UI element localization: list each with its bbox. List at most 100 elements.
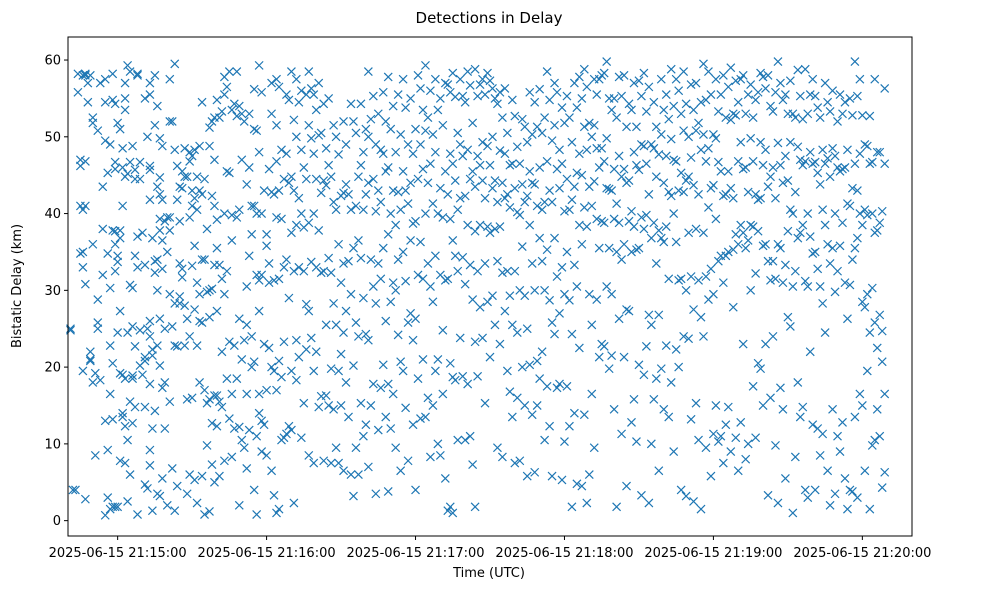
x-axis-label: Time (UTC) bbox=[452, 566, 525, 581]
detection-point bbox=[857, 220, 867, 230]
detection-point bbox=[249, 124, 259, 134]
detection-point bbox=[785, 137, 795, 147]
detection-point bbox=[150, 268, 160, 278]
detection-point bbox=[334, 366, 344, 376]
detection-point bbox=[242, 389, 252, 399]
detection-point bbox=[301, 90, 311, 100]
detection-point bbox=[391, 285, 401, 295]
detection-point bbox=[329, 120, 339, 130]
detection-point bbox=[142, 132, 152, 142]
detection-point bbox=[795, 412, 805, 422]
detection-point bbox=[800, 485, 810, 495]
detection-point bbox=[85, 70, 95, 80]
detection-point bbox=[383, 379, 393, 389]
detection-point bbox=[736, 137, 746, 147]
detection-point bbox=[761, 339, 770, 349]
detection-point bbox=[386, 297, 396, 307]
detection-point bbox=[622, 122, 631, 132]
detection-point bbox=[118, 370, 128, 380]
detection-point bbox=[641, 159, 651, 169]
detection-point bbox=[413, 270, 423, 280]
detection-point bbox=[492, 443, 502, 453]
detection-point bbox=[751, 433, 761, 443]
detection-point bbox=[674, 86, 684, 96]
detection-point bbox=[468, 295, 478, 304]
detection-point bbox=[738, 70, 748, 80]
detection-point bbox=[607, 186, 617, 195]
detection-point bbox=[713, 256, 723, 266]
detection-point bbox=[815, 282, 825, 291]
detection-point bbox=[756, 364, 766, 374]
detection-point bbox=[103, 168, 113, 178]
detection-point bbox=[73, 69, 83, 79]
detection-point bbox=[560, 289, 569, 299]
detection-point bbox=[244, 425, 254, 435]
detection-point bbox=[277, 214, 286, 224]
detection-point bbox=[607, 351, 617, 361]
detection-point bbox=[664, 114, 674, 124]
detection-point bbox=[386, 424, 396, 433]
detection-point bbox=[105, 389, 115, 399]
detection-point bbox=[778, 278, 788, 288]
detection-point bbox=[80, 279, 90, 289]
detection-point bbox=[219, 289, 229, 299]
detection-point bbox=[780, 90, 790, 100]
detection-point bbox=[388, 186, 398, 195]
detection-point bbox=[706, 90, 716, 100]
detection-point bbox=[649, 394, 659, 404]
detection-point bbox=[766, 275, 775, 285]
detection-point bbox=[192, 172, 202, 182]
detection-point bbox=[684, 228, 694, 238]
detection-point bbox=[100, 136, 110, 146]
detection-point bbox=[564, 113, 574, 123]
detection-point bbox=[527, 259, 537, 268]
detection-point bbox=[875, 147, 885, 157]
detection-point bbox=[157, 383, 167, 393]
detection-point bbox=[182, 172, 192, 182]
detection-point bbox=[592, 214, 602, 224]
y-axis-ticks: 0 10 20 30 40 50 60 bbox=[44, 54, 68, 529]
detection-point bbox=[430, 251, 440, 261]
detection-point bbox=[815, 113, 825, 123]
detection-point bbox=[205, 312, 214, 322]
detection-point bbox=[120, 458, 130, 468]
detection-point bbox=[828, 143, 838, 153]
detection-point bbox=[95, 375, 105, 385]
detection-point bbox=[383, 163, 393, 172]
detection-point bbox=[267, 109, 277, 119]
detection-point bbox=[125, 67, 135, 76]
detection-point bbox=[862, 210, 872, 220]
detection-point bbox=[473, 151, 483, 161]
x-axis-ticks: 2025-06-15 21:15:00 2025-06-15 21:16:00 20… bbox=[49, 536, 931, 561]
detection-point bbox=[227, 452, 237, 462]
detection-point bbox=[423, 259, 433, 268]
detection-point bbox=[582, 82, 592, 92]
detection-point bbox=[517, 179, 527, 189]
detection-point bbox=[150, 406, 160, 416]
detection-point bbox=[465, 260, 475, 270]
detection-point bbox=[562, 381, 572, 391]
detection-point bbox=[284, 178, 294, 188]
detection-point bbox=[614, 218, 624, 228]
detection-point bbox=[177, 264, 187, 274]
detection-point bbox=[517, 114, 527, 124]
detection-point bbox=[773, 498, 783, 508]
detection-point bbox=[381, 116, 391, 126]
detection-point bbox=[425, 86, 435, 96]
detection-point bbox=[458, 252, 468, 262]
detection-point bbox=[272, 385, 281, 395]
detection-point bbox=[110, 502, 120, 512]
detection-point bbox=[190, 193, 200, 203]
detection-point bbox=[550, 120, 559, 130]
detection-point bbox=[217, 107, 227, 116]
detection-point bbox=[403, 140, 413, 149]
detection-point bbox=[530, 467, 540, 477]
detection-point bbox=[567, 195, 577, 205]
detection-point bbox=[418, 164, 428, 174]
detection-point bbox=[860, 140, 870, 149]
detection-point bbox=[88, 378, 98, 387]
detection-point bbox=[455, 193, 465, 203]
detection-point bbox=[346, 99, 356, 109]
detection-point bbox=[133, 70, 142, 80]
detection-point bbox=[227, 389, 237, 399]
